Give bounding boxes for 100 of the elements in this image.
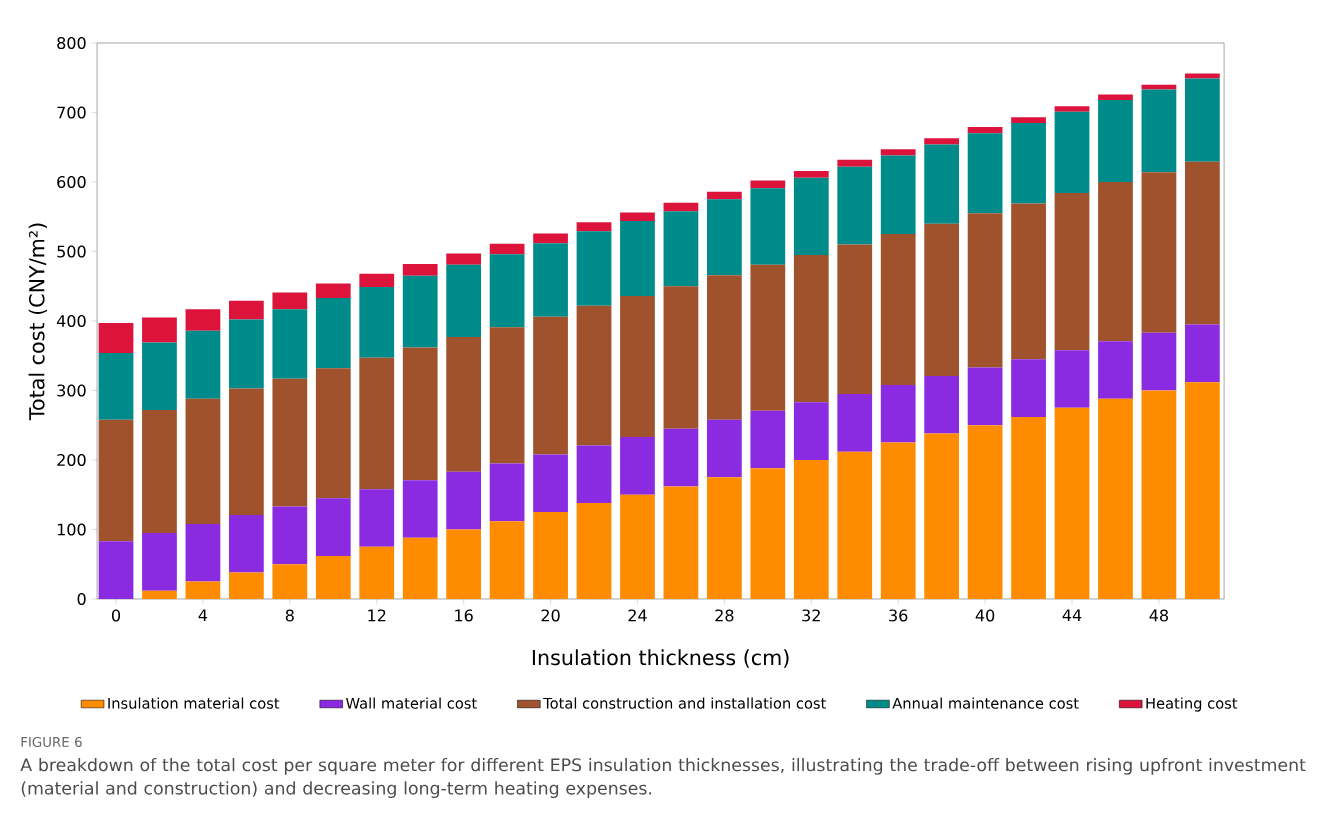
- bar: [663, 486, 699, 599]
- bar: [663, 202, 699, 212]
- bar: [489, 243, 525, 255]
- bar: [793, 402, 829, 460]
- bar: [880, 234, 916, 385]
- y-tick-label: 100: [57, 523, 86, 536]
- bar: [185, 523, 221, 582]
- x-tick-label: 8: [285, 609, 294, 622]
- y-tick-label: 200: [57, 453, 86, 467]
- bar: [315, 283, 351, 299]
- bar: [706, 419, 742, 478]
- bar: [142, 342, 177, 410]
- bar: [1011, 359, 1046, 417]
- bar: [706, 477, 742, 599]
- bar: [967, 367, 1003, 426]
- bar: [1098, 341, 1133, 399]
- bar: [967, 425, 1003, 599]
- legend-label: Wall material cost: [346, 697, 477, 709]
- bar: [1098, 99, 1133, 182]
- bar: [359, 273, 395, 287]
- bar: [620, 212, 655, 221]
- bar: [1141, 89, 1177, 173]
- bar: [142, 317, 177, 343]
- bar: [1141, 332, 1177, 391]
- bar: [793, 254, 829, 403]
- bar: [924, 223, 960, 376]
- bar: [1184, 161, 1220, 325]
- bar: [1054, 106, 1090, 112]
- bar: [402, 537, 438, 599]
- bar: [663, 286, 699, 429]
- bar: [533, 512, 568, 599]
- bar: [837, 393, 873, 452]
- bar: [924, 138, 960, 145]
- bar: [98, 352, 134, 420]
- x-tick-label: 0: [111, 609, 121, 622]
- bar: [576, 222, 612, 232]
- legend-label: Insulation material cost: [108, 697, 280, 709]
- bar: [446, 336, 482, 472]
- bar: [620, 494, 655, 599]
- bar: [446, 264, 482, 337]
- bar: [1054, 407, 1090, 599]
- bar: [837, 451, 873, 599]
- bar: [142, 590, 177, 599]
- bar: [924, 375, 960, 434]
- bar: [359, 357, 395, 490]
- bar: [142, 409, 177, 533]
- caption: FIGURE 6: [21, 736, 82, 748]
- bar: [272, 506, 308, 565]
- bar: [1141, 172, 1177, 333]
- bar: [1184, 324, 1220, 383]
- bar: [880, 155, 916, 235]
- bar: [620, 437, 655, 495]
- bar: [837, 159, 873, 167]
- bar: [315, 368, 351, 499]
- bar: [272, 378, 308, 507]
- bar: [533, 454, 568, 513]
- bar: [1098, 94, 1133, 100]
- bar: [489, 254, 525, 328]
- bar: [706, 199, 742, 276]
- bar: [837, 166, 873, 245]
- bar: [359, 286, 395, 358]
- bar: [1184, 382, 1220, 599]
- bar: [663, 428, 699, 487]
- bar: [228, 514, 264, 573]
- text: A breakdown of the total cost per square meter for different EPS insulation thicknesses, illustrating the trade-off between rising upfront investment (material and construction) and decreasing long-term heating expenses.: [20, 757, 1306, 799]
- bar: [1011, 416, 1046, 599]
- y-tick-label: 400: [56, 314, 86, 328]
- bar: [1184, 78, 1220, 162]
- bar: [750, 468, 786, 599]
- bar: [489, 521, 525, 599]
- bar: [98, 419, 134, 542]
- bar: [1141, 390, 1177, 599]
- bar: [533, 243, 568, 317]
- bar: [489, 327, 525, 464]
- bar: [793, 459, 829, 599]
- bar: [1141, 84, 1177, 90]
- bar: [315, 555, 351, 599]
- bar: [576, 503, 612, 599]
- bar: [533, 233, 568, 244]
- bar: [967, 213, 1003, 368]
- bar: [359, 489, 395, 547]
- y-tick-label: 500: [57, 245, 86, 258]
- bar: [402, 347, 438, 481]
- bar: [489, 463, 525, 522]
- bar: [446, 471, 482, 530]
- bar: [967, 133, 1003, 214]
- bar: [663, 211, 699, 287]
- bar: [98, 323, 134, 353]
- bar: [272, 309, 308, 379]
- bar: [446, 529, 482, 599]
- bar: [1011, 203, 1046, 360]
- bar: [315, 298, 351, 369]
- bar: [706, 275, 742, 420]
- bar: [924, 144, 960, 224]
- bar: [1054, 193, 1090, 351]
- bar: [402, 264, 438, 276]
- bar: [576, 305, 612, 446]
- bar: [228, 319, 264, 389]
- bar: [185, 581, 221, 599]
- bar: [793, 177, 829, 255]
